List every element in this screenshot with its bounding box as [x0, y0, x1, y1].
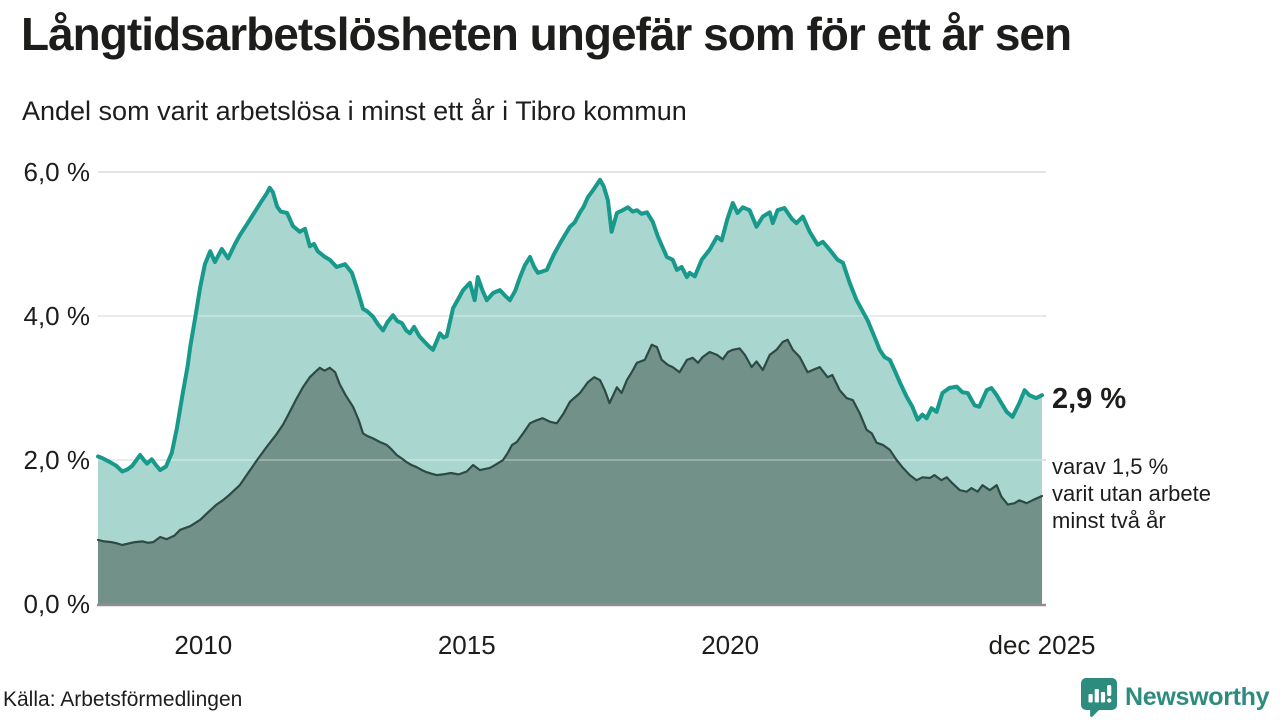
breakdown-line-3: minst två år — [1052, 508, 1166, 533]
x-axis-tick-label: dec 2025 — [988, 630, 1096, 660]
page-title: Långtidsarbetslösheten ungefär som för e… — [21, 8, 1072, 60]
line-one-year — [96, 177, 1044, 474]
breakdown-line-2: varit utan arbete — [1052, 481, 1211, 506]
newsworthy-bubble-chart-icon — [1081, 678, 1117, 717]
source-label: Källa: Arbetsförmedlingen — [3, 688, 243, 711]
newsworthy-logo[interactable]: Newsworthy — [1080, 676, 1270, 718]
x-axis-tick-label: 2015 — [437, 630, 496, 660]
area-two-years — [98, 339, 1042, 604]
x-axis-tick-label: 2020 — [701, 630, 760, 660]
breakdown-annotation: varav 1,5 % varit utan arbete minst två … — [1052, 453, 1211, 534]
y-axis-tick-label: 4,0 % — [23, 301, 91, 331]
y-axis-tick-label: 6,0 % — [23, 157, 91, 187]
x-axis-tick-label: 2010 — [174, 630, 233, 660]
breakdown-line-1: varav 1,5 % — [1052, 454, 1169, 479]
y-axis-tick-label: 2,0 % — [23, 445, 91, 475]
y-axis-tick-label: 0,0 % — [23, 589, 91, 619]
line-two-years — [96, 338, 1044, 547]
brand-name: Newsworthy — [1125, 682, 1270, 711]
chart-subtitle: Andel som varit arbetslösa i minst ett å… — [22, 96, 687, 126]
latest-value-label: 2,9 % — [1052, 383, 1127, 415]
